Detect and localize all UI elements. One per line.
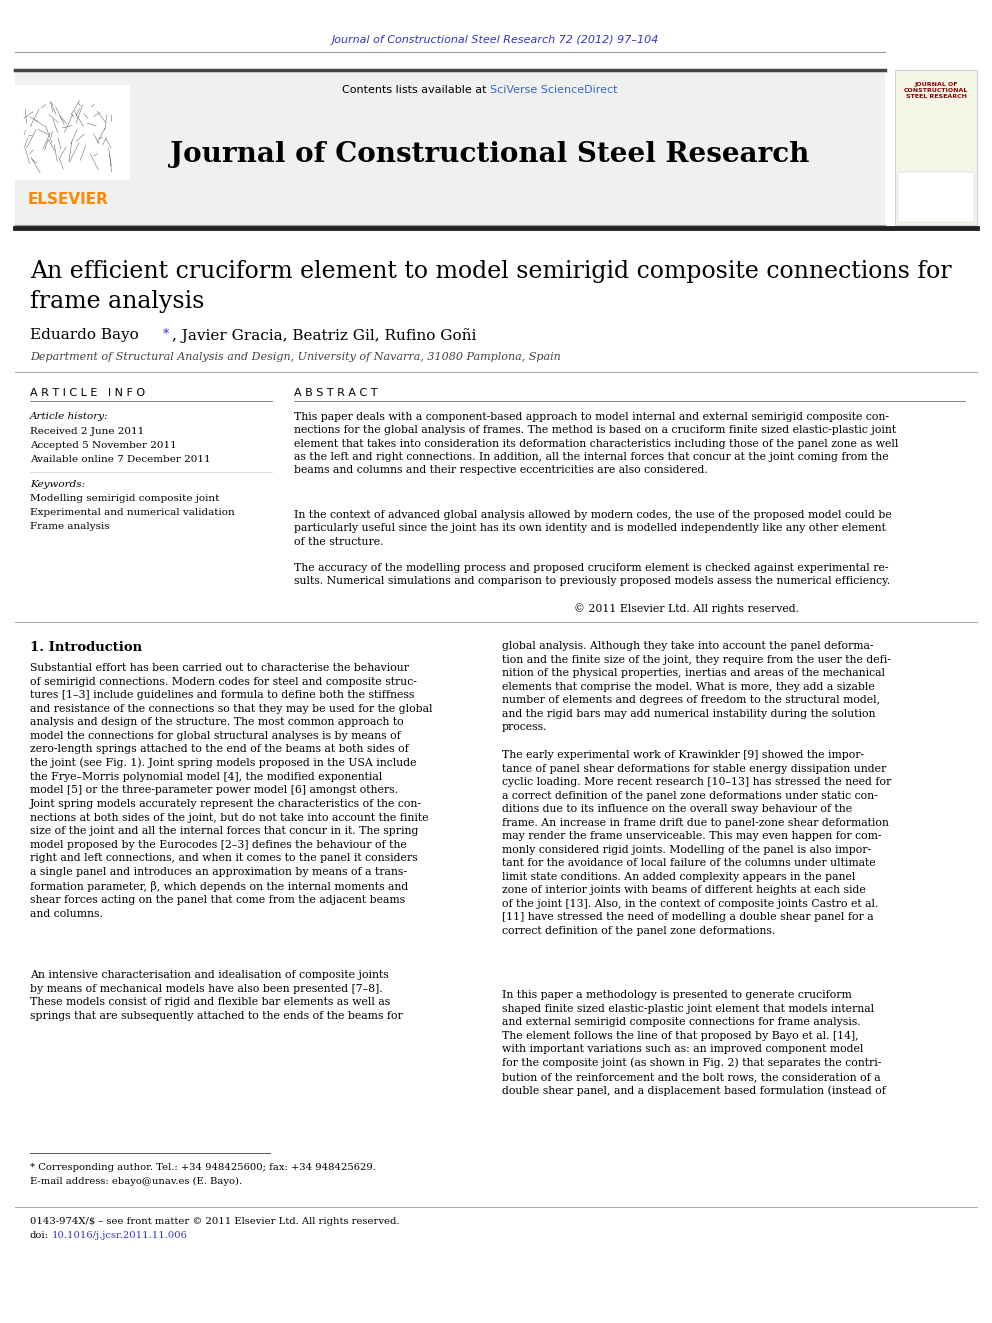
Text: Substantial effort has been carried out to characterise the behaviour
of semirig: Substantial effort has been carried out … [30,663,433,918]
Text: An intensive characterisation and idealisation of composite joints
by means of m: An intensive characterisation and ideali… [30,970,403,1020]
Text: Journal of Constructional Steel Research: Journal of Constructional Steel Research [171,142,809,168]
Text: Article history:: Article history: [30,411,109,421]
Text: Received 2 June 2011: Received 2 June 2011 [30,427,144,437]
Text: Frame analysis: Frame analysis [30,523,110,531]
Text: JOURNAL OF
CONSTRUCTIONAL
STEEL RESEARCH: JOURNAL OF CONSTRUCTIONAL STEEL RESEARCH [904,82,968,99]
Text: Keywords:: Keywords: [30,480,85,490]
Text: Journal of Constructional Steel Research 72 (2012) 97–104: Journal of Constructional Steel Research… [332,34,660,45]
Text: Available online 7 December 2011: Available online 7 December 2011 [30,455,210,464]
Text: A B S T R A C T: A B S T R A C T [294,388,378,398]
Text: Eduardo Bayo: Eduardo Bayo [30,328,144,343]
Text: * Corresponding author. Tel.: +34 948425600; fax: +34 948425629.: * Corresponding author. Tel.: +34 948425… [30,1163,376,1172]
Text: 0143-974X/$ – see front matter © 2011 Elsevier Ltd. All rights reserved.: 0143-974X/$ – see front matter © 2011 El… [30,1217,400,1226]
Text: A R T I C L E   I N F O: A R T I C L E I N F O [30,388,145,398]
Text: Accepted 5 November 2011: Accepted 5 November 2011 [30,441,177,450]
Bar [895,70,977,225]
Bar [898,172,974,222]
Text: The accuracy of the modelling process and proposed cruciform element is checked : The accuracy of the modelling process an… [294,564,890,586]
Text: The early experimental work of Krawinkler [9] showed the impor-
tance of panel s: The early experimental work of Krawinkle… [502,750,891,935]
Bar [15,85,130,180]
Text: ELSEVIER: ELSEVIER [28,193,108,208]
Text: *: * [163,328,170,341]
Text: This paper deals with a component-based approach to model internal and external : This paper deals with a component-based … [294,411,899,475]
Text: An efficient cruciform element to model semirigid composite connections for
fram: An efficient cruciform element to model … [30,261,951,314]
Text: Experimental and numerical validation: Experimental and numerical validation [30,508,235,517]
Text: In this paper a methodology is presented to generate cruciform
shaped finite siz: In this paper a methodology is presented… [502,990,886,1097]
Bar [15,70,885,225]
Text: 1. Introduction: 1. Introduction [30,642,142,654]
Text: Department of Structural Analysis and Design, University of Navarra, 31080 Pampl: Department of Structural Analysis and De… [30,352,560,363]
Text: Modelling semirigid composite joint: Modelling semirigid composite joint [30,493,219,503]
Text: E-mail address: ebayo@unav.es (E. Bayo).: E-mail address: ebayo@unav.es (E. Bayo). [30,1177,242,1187]
Text: 10.1016/j.jcsr.2011.11.006: 10.1016/j.jcsr.2011.11.006 [52,1230,187,1240]
Text: SciVerse ScienceDirect: SciVerse ScienceDirect [490,85,617,95]
Text: © 2011 Elsevier Ltd. All rights reserved.: © 2011 Elsevier Ltd. All rights reserved… [574,603,799,614]
Text: doi:: doi: [30,1230,49,1240]
Text: In the context of advanced global analysis allowed by modern codes, the use of t: In the context of advanced global analys… [294,509,892,546]
Text: global analysis. Although they take into account the panel deforma-
tion and the: global analysis. Although they take into… [502,642,891,732]
Text: , Javier Gracia, Beatriz Gil, Rufino Goñi: , Javier Gracia, Beatriz Gil, Rufino Goñ… [172,328,476,343]
Text: Contents lists available at: Contents lists available at [342,85,490,95]
